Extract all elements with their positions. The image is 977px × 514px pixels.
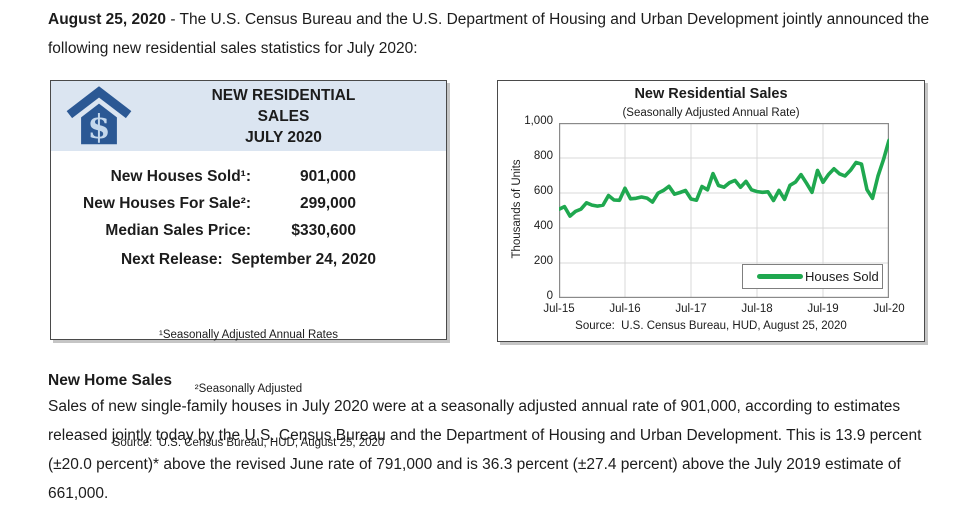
intro-text: - The U.S. Census Bureau and the U.S. De… [48, 11, 930, 57]
houses-sold-series [559, 138, 889, 218]
summary-box-title: NEW RESIDENTIAL SALES JULY 2020 [135, 85, 446, 148]
y-tick: 200 [533, 255, 553, 267]
stat-label: New Houses For Sale²: [83, 194, 251, 212]
y-tick: 400 [533, 220, 553, 232]
svg-text:$: $ [88, 107, 111, 146]
x-tick: Jul-16 [609, 303, 641, 315]
summary-title-line2: SALES [257, 107, 310, 125]
stat-row-median-price: Median Sales Price: $330,600 [51, 217, 446, 244]
summary-footnotes: ¹Seasonally Adjusted Annual Rates ²Seaso… [51, 290, 446, 488]
footnote-1: ¹Seasonally Adjusted Annual Rates [158, 329, 338, 341]
intro-paragraph: August 25, 2020 - The U.S. Census Bureau… [48, 5, 941, 63]
source-note: Source: U.S. Census Bureau, HUD, August … [112, 437, 385, 449]
chart-title: New Residential Sales [634, 86, 788, 102]
stat-label: Median Sales Price: [105, 221, 251, 239]
houses-sold-line-chart [559, 123, 889, 298]
section-heading: New Home Sales [48, 372, 173, 389]
y-tick: 1,000 [524, 115, 553, 127]
stat-row-houses-sold: New Houses Sold¹: 901,000 [51, 163, 446, 190]
next-release: Next Release: September 24, 2020 [120, 251, 377, 268]
summary-box-header: $ NEW RESIDENTIAL SALES JULY 2020 [51, 81, 446, 151]
legend-label: Houses Sold [805, 269, 879, 284]
footnote-2: ²Seasonally Adjusted [194, 383, 303, 395]
y-tick: 0 [546, 290, 553, 302]
x-tick: Jul-18 [741, 303, 773, 315]
summary-box: $ NEW RESIDENTIAL SALES JULY 2020 New Ho… [50, 80, 447, 449]
plot-area [559, 123, 889, 298]
x-tick: Jul-17 [675, 303, 707, 315]
x-tick: Jul-15 [543, 303, 575, 315]
intro-date: August 25, 2020 [48, 11, 167, 28]
stat-label: New Houses Sold¹: [110, 167, 251, 185]
y-tick: 600 [533, 185, 553, 197]
house-dollar-icon: $ [66, 86, 132, 146]
stat-value: $330,600 [291, 221, 356, 239]
stat-value: 299,000 [299, 194, 356, 212]
sales-chart: New Residential Sales (Seasonally Adjust… [497, 80, 925, 342]
summary-title-line1: NEW RESIDENTIAL [211, 86, 356, 104]
x-tick: Jul-20 [873, 303, 905, 315]
summary-title-line3: JULY 2020 [245, 128, 322, 146]
legend-line-sample [757, 274, 803, 279]
chart-subtitle: (Seasonally Adjusted Annual Rate) [622, 107, 800, 119]
body-paragraph: Sales of new single-family houses in Jul… [48, 398, 922, 502]
stat-row-houses-for-sale: New Houses For Sale²: 299,000 [51, 190, 446, 217]
chart-source: Source: U.S. Census Bureau, HUD, August … [575, 320, 847, 332]
summary-stats: New Houses Sold¹: 901,000 New Houses For… [51, 163, 446, 244]
x-tick: Jul-19 [807, 303, 839, 315]
y-tick: 800 [533, 150, 553, 162]
chart-legend: Houses Sold [742, 264, 883, 289]
stat-value: 901,000 [299, 167, 356, 185]
